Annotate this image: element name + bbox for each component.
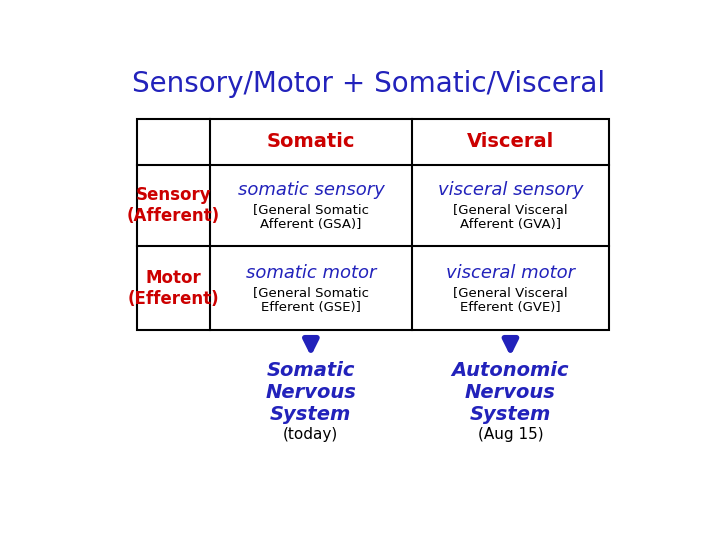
Text: Sensory
(Afferent): Sensory (Afferent): [127, 186, 220, 225]
Text: somatic motor: somatic motor: [246, 264, 376, 282]
Text: [General Somatic
Efferent (GSE)]: [General Somatic Efferent (GSE)]: [253, 286, 369, 314]
Text: Somatic
Nervous
System: Somatic Nervous System: [266, 361, 356, 423]
Text: Visceral: Visceral: [467, 132, 554, 151]
Text: (Aug 15): (Aug 15): [477, 427, 544, 442]
Text: Autonomic
Nervous
System: Autonomic Nervous System: [451, 361, 570, 423]
Text: (today): (today): [283, 427, 338, 442]
Text: visceral motor: visceral motor: [446, 264, 575, 282]
Bar: [137, 119, 609, 330]
Text: Motor
(Efferent): Motor (Efferent): [127, 269, 219, 307]
Text: Somatic: Somatic: [266, 132, 355, 151]
Text: [General Visceral
Afferent (GVA)]: [General Visceral Afferent (GVA)]: [453, 203, 568, 231]
Text: [General Visceral
Efferent (GVE)]: [General Visceral Efferent (GVE)]: [453, 286, 568, 314]
Text: somatic sensory: somatic sensory: [238, 181, 384, 199]
Text: [General Somatic
Afferent (GSA)]: [General Somatic Afferent (GSA)]: [253, 203, 369, 231]
Text: Sensory/Motor + Somatic/Visceral: Sensory/Motor + Somatic/Visceral: [132, 70, 606, 98]
Text: visceral sensory: visceral sensory: [438, 181, 583, 199]
